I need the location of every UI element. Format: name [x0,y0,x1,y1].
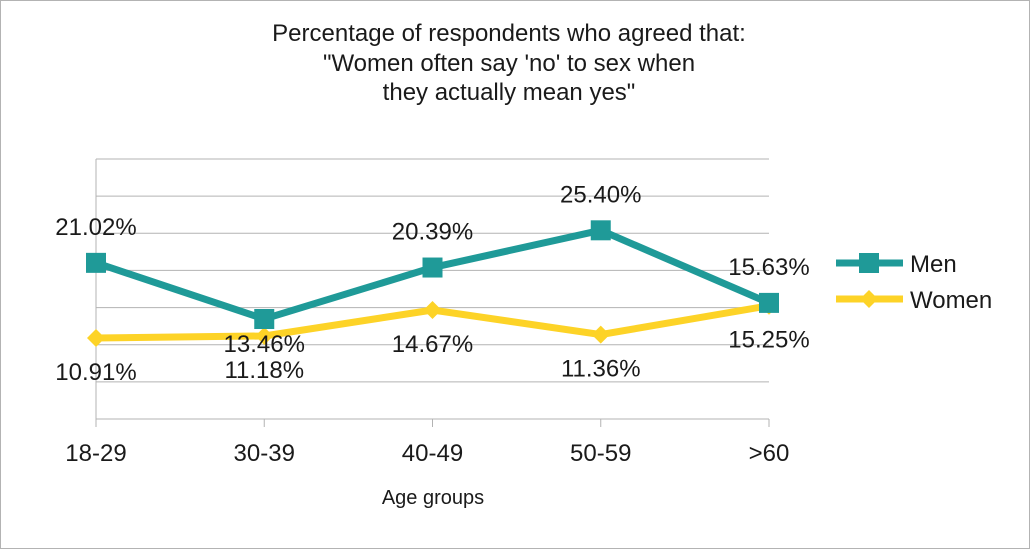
data-label-women: 15.25% [728,327,809,354]
x-tick-label: 30-39 [234,440,295,467]
data-point-women [591,325,610,344]
data-label-women: 14.67% [392,331,473,358]
gridlines [95,158,769,420]
data-label-women: 11.36% [561,356,641,383]
legend-label-women: Women [910,287,992,314]
chart-title-line-2: "Women often say 'no' to sex when [323,50,695,77]
chart-title: Percentage of respondents who agreed tha… [272,20,746,106]
data-label-women: 10.91% [55,359,136,386]
data-label-women: 11.18% [224,357,304,384]
data-point-men [422,257,443,278]
data-label-men: 25.40% [560,181,641,208]
x-tick-label: 18-29 [65,440,126,467]
x-tick-label: 50-59 [570,440,631,467]
data-point-men [86,252,106,273]
x-tick-label: 40-49 [402,440,463,467]
data-label-men: 21.02% [55,214,136,241]
x-axis-title: Age groups [382,487,484,509]
data-label-men: 15.63% [728,254,809,281]
data-point-women [87,328,105,347]
legend-label-men: Men [910,251,957,278]
data-point-women [255,326,274,345]
chart-title-line-1: Percentage of respondents who agreed tha… [272,20,746,47]
legend-marker-women [860,290,878,308]
data-label-men: 20.39% [392,219,473,246]
data-point-men [590,220,611,241]
data-point-men [759,292,779,313]
data-point-men [254,309,275,330]
data-label-men: 13.46% [224,331,305,358]
data-labels: 21.02% 13.46% 20.39% 25.40% 15.63% 10.91% 11.1… [55,181,809,386]
chart-title-line-3: they actually mean yes" [383,79,636,106]
x-tick-label: >60 [749,440,790,467]
x-axis: 18-29 30-39 40-49 50-59 >60 [65,419,789,467]
legend: Men Women [836,251,992,314]
legend-marker-men [859,253,879,273]
series-lines [86,220,779,347]
data-point-women [423,301,442,320]
